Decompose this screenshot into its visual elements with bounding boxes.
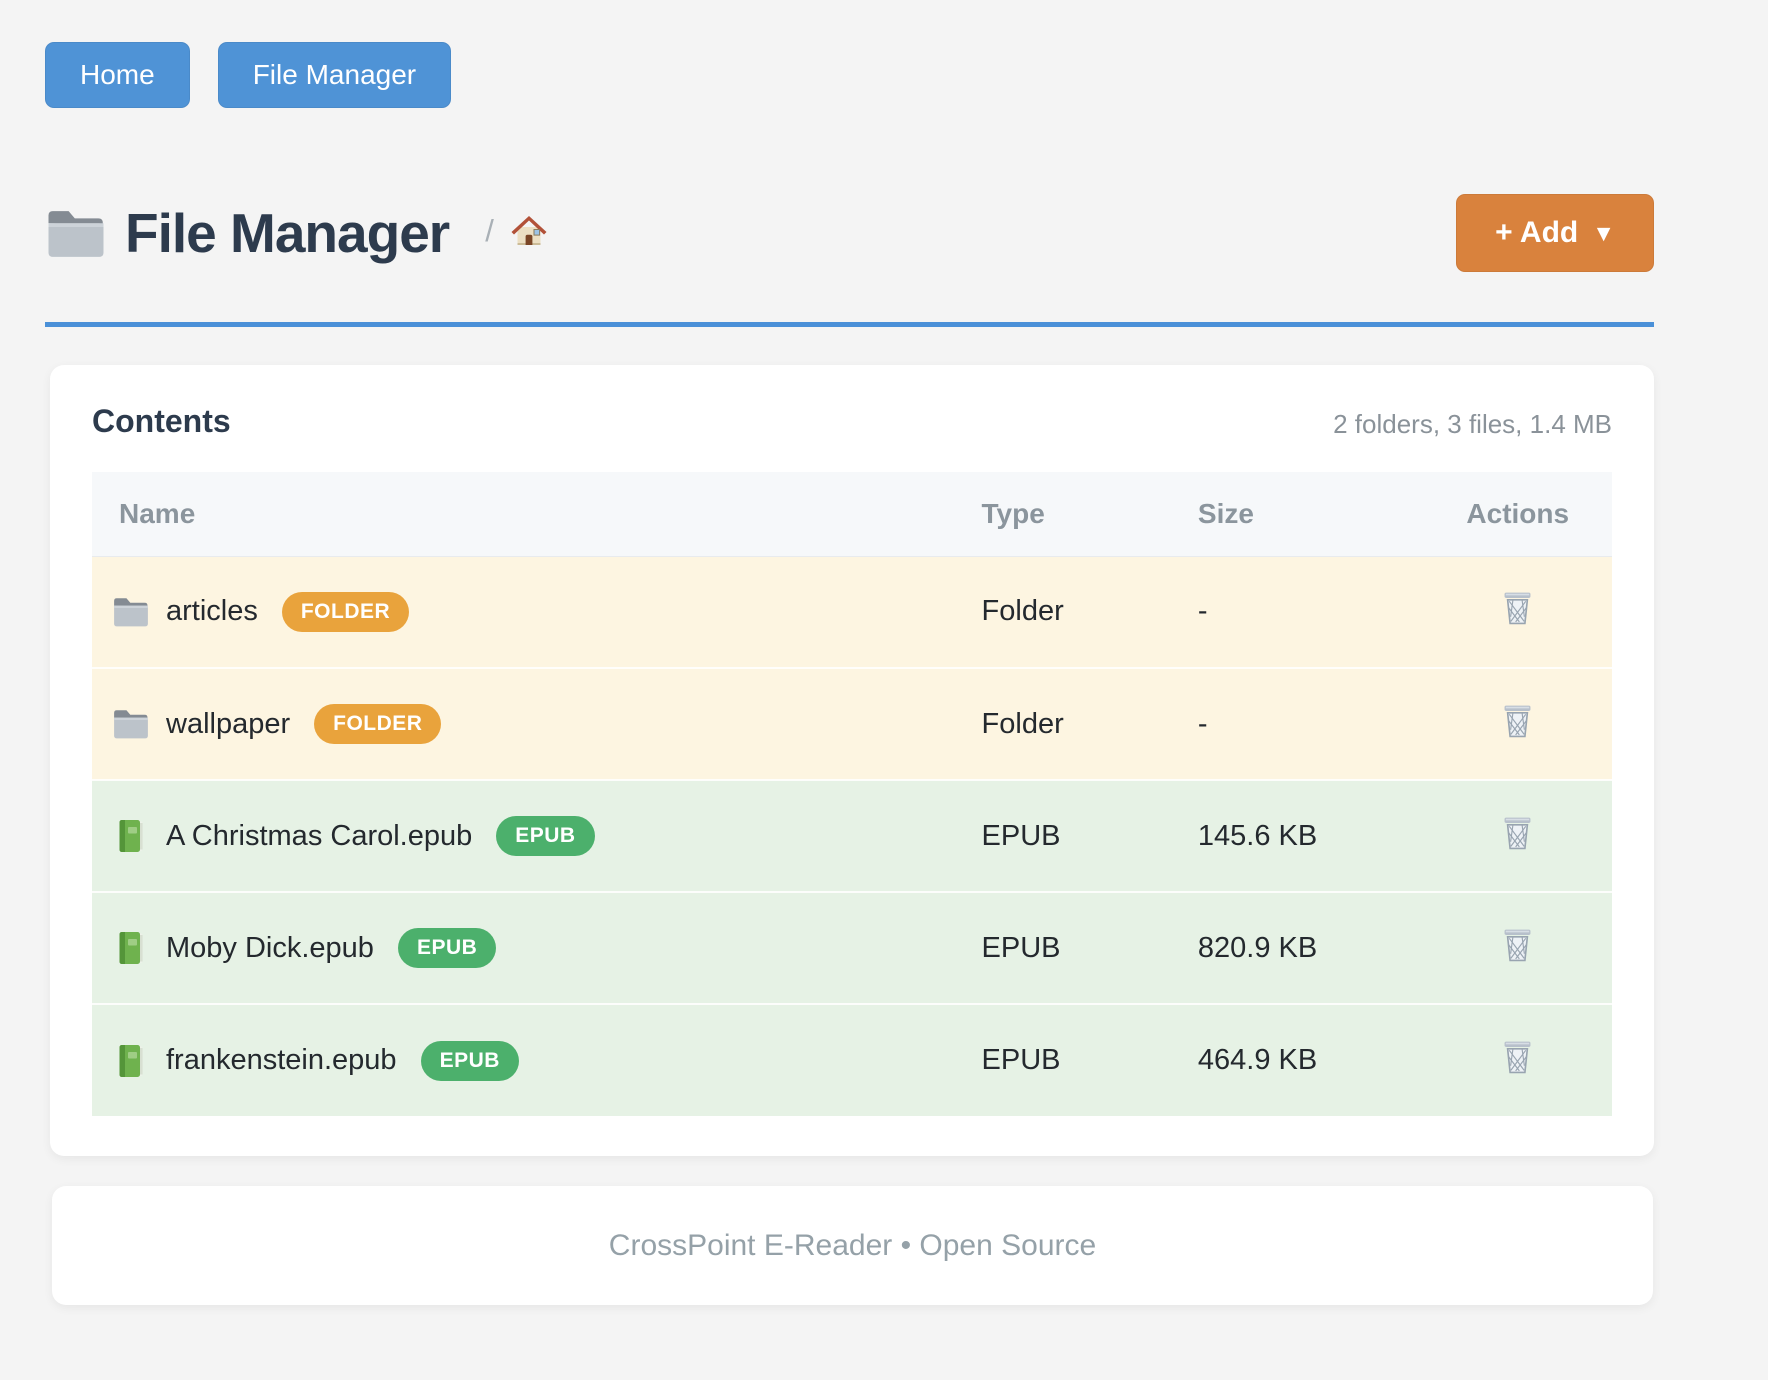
file-type: Folder xyxy=(967,556,1188,668)
file-size: 464.9 KB xyxy=(1187,1003,1424,1116)
file-table-head: Name Type Size Actions xyxy=(92,472,1612,557)
folder-icon xyxy=(112,594,150,630)
book-icon xyxy=(112,818,150,854)
page-title: File Manager xyxy=(125,202,450,264)
file-name[interactable]: A Christmas Carol.epub xyxy=(166,819,473,852)
file-type: EPUB xyxy=(967,891,1188,1004)
add-button-label: + Add xyxy=(1495,216,1579,249)
delete-button[interactable] xyxy=(1501,589,1534,626)
book-icon xyxy=(112,930,150,966)
contents-summary: 2 folders, 3 files, 1.4 MB xyxy=(1333,409,1612,439)
trash-icon xyxy=(1501,702,1534,739)
trash-icon xyxy=(1501,589,1534,626)
file-size: 820.9 KB xyxy=(1187,891,1424,1004)
table-row: Moby Dick.epub EPUB EPUB 820.9 KB xyxy=(92,891,1612,1004)
book-icon xyxy=(112,1043,150,1079)
file-type-badge: EPUB xyxy=(397,928,497,968)
file-table: Name Type Size Actions articles FOLDER xyxy=(92,472,1612,1116)
file-table-body: articles FOLDER Folder - wall xyxy=(92,556,1612,1116)
file-name[interactable]: Moby Dick.epub xyxy=(166,931,374,964)
chevron-down-icon: ▼ xyxy=(1592,219,1615,246)
column-header-actions: Actions xyxy=(1423,472,1612,557)
table-row: frankenstein.epub EPUB EPUB 464.9 KB xyxy=(92,1003,1612,1116)
file-type: EPUB xyxy=(967,779,1188,892)
home-icon[interactable] xyxy=(510,213,548,249)
title-group: File Manager xyxy=(45,201,450,265)
trash-icon xyxy=(1501,814,1534,851)
table-row: articles FOLDER Folder - xyxy=(92,556,1612,668)
footer-text: CrossPoint E-Reader • Open Source xyxy=(608,1228,1097,1262)
file-type: Folder xyxy=(967,667,1188,780)
breadcrumb-separator: / xyxy=(485,213,494,248)
folder-icon xyxy=(45,206,107,261)
delete-button[interactable] xyxy=(1501,702,1534,739)
delete-button[interactable] xyxy=(1501,1038,1534,1075)
delete-button[interactable] xyxy=(1501,926,1534,963)
top-nav: Home File Manager xyxy=(0,0,1768,108)
trash-icon xyxy=(1501,1038,1534,1075)
file-type-badge: EPUB xyxy=(496,816,595,856)
file-manager-button[interactable]: File Manager xyxy=(217,42,452,108)
breadcrumb: / xyxy=(485,213,548,253)
column-header-type: Type xyxy=(967,472,1188,557)
table-row: wallpaper FOLDER Folder - xyxy=(92,667,1612,780)
header-divider xyxy=(45,322,1654,327)
file-size: - xyxy=(1187,556,1424,668)
file-name[interactable]: articles xyxy=(166,595,258,628)
column-header-size: Size xyxy=(1187,472,1424,557)
file-type-badge: FOLDER xyxy=(314,704,442,744)
file-size: 145.6 KB xyxy=(1187,779,1424,892)
file-name[interactable]: wallpaper xyxy=(166,707,291,740)
page-header: File Manager / + Add ▼ xyxy=(45,194,1654,272)
folder-icon xyxy=(112,706,150,742)
home-button[interactable]: Home xyxy=(45,42,190,108)
contents-card-header: Contents 2 folders, 3 files, 1.4 MB xyxy=(92,403,1612,440)
add-button[interactable]: + Add ▼ xyxy=(1456,194,1654,272)
file-size: - xyxy=(1187,667,1424,780)
file-type: EPUB xyxy=(967,1003,1188,1116)
contents-card: Contents 2 folders, 3 files, 1.4 MB Name… xyxy=(50,365,1654,1156)
trash-icon xyxy=(1501,926,1534,963)
contents-title: Contents xyxy=(92,403,231,439)
footer: CrossPoint E-Reader • Open Source xyxy=(52,1186,1653,1305)
file-type-badge: FOLDER xyxy=(281,591,410,632)
column-header-name: Name xyxy=(92,472,968,557)
file-name[interactable]: frankenstein.epub xyxy=(166,1044,397,1076)
delete-button[interactable] xyxy=(1501,814,1534,851)
file-type-badge: EPUB xyxy=(420,1040,519,1081)
table-row: A Christmas Carol.epub EPUB EPUB 145.6 K… xyxy=(92,779,1612,892)
